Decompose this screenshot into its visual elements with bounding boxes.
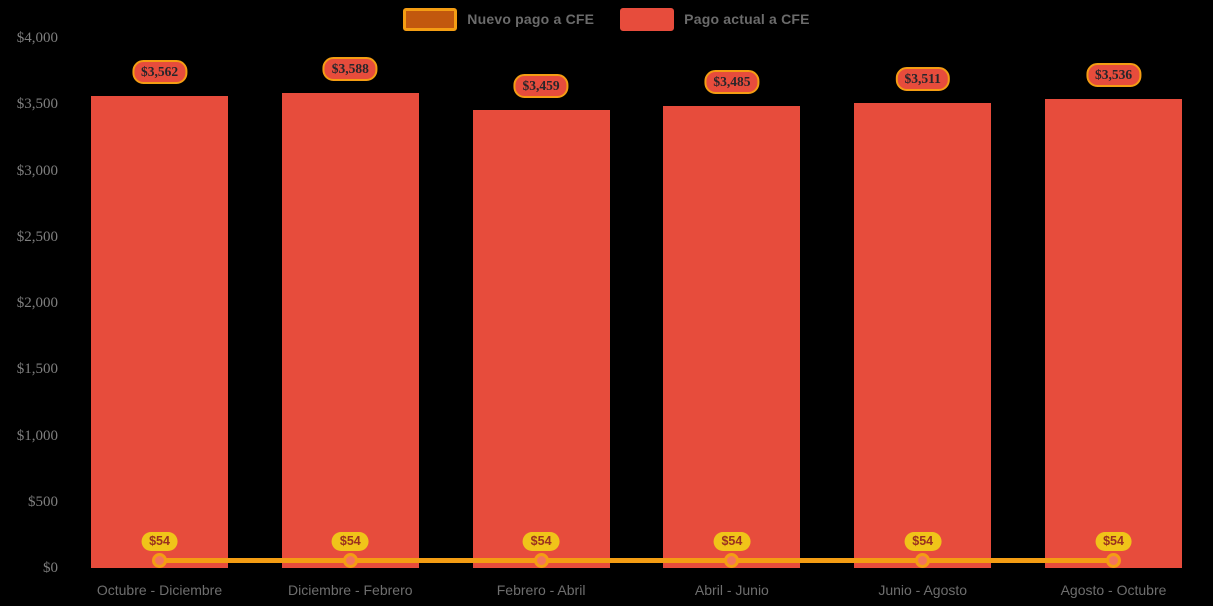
line-value-badge: $54	[141, 531, 178, 551]
y-axis-tick-label: $500	[28, 493, 58, 510]
bar-value-badge: $3,562	[131, 60, 188, 85]
bar-pago-actual[interactable]	[854, 102, 992, 568]
x-axis-category-label: Octubre - Diciembre	[96, 582, 223, 598]
legend: Nuevo pago a CFE Pago actual a CFE	[0, 6, 1213, 32]
plot-area: $3,562 $3,588 $3,459 $3,485 $3,511 $3,536 $54 $…	[91, 38, 1182, 569]
bar-pago-actual[interactable]	[91, 96, 228, 568]
legend-item-nuevo-pago[interactable]: Nuevo pago a CFE	[403, 7, 595, 31]
line-value-badge: $54	[713, 531, 751, 551]
line-point-marker[interactable]	[152, 553, 167, 569]
x-axis-category-label: Abril - Junio	[694, 582, 769, 598]
line-nuevo-pago[interactable]	[159, 558, 1114, 564]
y-axis-tick-label: $3,500	[16, 96, 58, 113]
line-value-badge: $54	[1095, 531, 1132, 551]
line-point-marker[interactable]	[915, 553, 931, 569]
y-axis-tick-label: $1,500	[16, 361, 58, 378]
y-axis-tick-label: $1,000	[16, 427, 58, 444]
bar-pago-actual[interactable]	[281, 92, 419, 568]
x-axis-category-label: Agosto - Octubre	[1060, 582, 1167, 598]
x-axis-category-label: Junio - Agosto	[878, 582, 968, 598]
bar-value-badge: $3,485	[704, 70, 760, 95]
y-axis-tick-label: $4,000	[16, 30, 58, 46]
x-axis: Octubre - Diciembre Diciembre - Febrero Fe…	[91, 580, 1182, 602]
line-value-badge: $54	[331, 531, 369, 551]
y-axis: $4,000 $3,500 $3,000 $2,500 $2,000 $1,500 $1,0…	[0, 0, 60, 606]
legend-swatch-nuevo-pago-icon	[403, 7, 458, 31]
line-value-badge: $54	[904, 531, 942, 551]
bar-pago-actual[interactable]	[472, 109, 610, 568]
x-axis-category-label: Diciembre - Febrero	[288, 582, 413, 598]
y-axis-tick-label: $2,500	[16, 228, 58, 245]
legend-label-pago-actual: Pago actual a CFE	[684, 11, 810, 27]
bar-value-badge: $3,588	[322, 56, 378, 81]
legend-item-pago-actual[interactable]: Pago actual a CFE	[620, 7, 810, 31]
y-axis-tick-label: $2,000	[16, 295, 58, 311]
bar-pago-actual[interactable]	[663, 106, 801, 568]
y-axis-tick-label: $0	[43, 560, 58, 576]
line-value-badge: $54	[522, 531, 560, 551]
legend-label-nuevo-pago: Nuevo pago a CFE	[467, 11, 595, 27]
bar-value-badge: $3,536	[1085, 63, 1142, 88]
line-point-marker[interactable]	[724, 553, 740, 569]
bar-value-badge: $3,459	[513, 73, 569, 98]
bar-value-badge: $3,511	[895, 66, 950, 91]
line-point-marker[interactable]	[533, 553, 549, 569]
bar-pago-actual[interactable]	[1045, 99, 1182, 568]
line-point-marker[interactable]	[1106, 553, 1121, 569]
legend-swatch-pago-actual-icon	[620, 7, 675, 31]
line-point-marker[interactable]	[342, 553, 358, 569]
y-axis-tick-label: $3,000	[16, 162, 58, 179]
x-axis-category-label: Febrero - Abril	[496, 582, 586, 598]
